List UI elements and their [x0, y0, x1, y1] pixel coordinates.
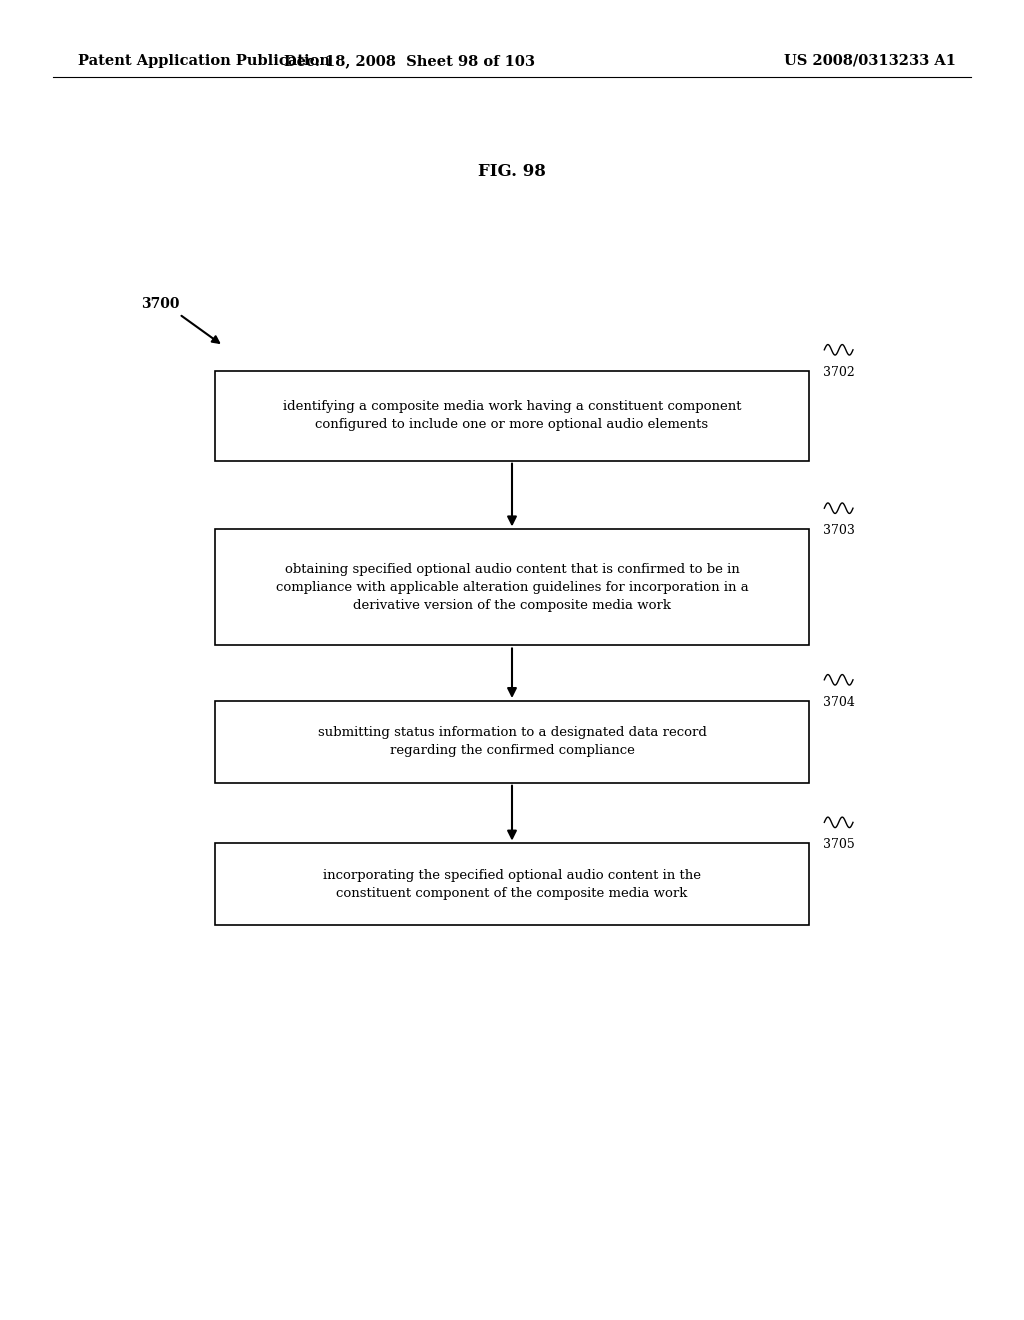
Text: 3700: 3700: [141, 297, 180, 310]
Text: incorporating the specified optional audio content in the
constituent component : incorporating the specified optional aud…: [323, 869, 701, 900]
Text: Dec. 18, 2008  Sheet 98 of 103: Dec. 18, 2008 Sheet 98 of 103: [284, 54, 536, 67]
FancyBboxPatch shape: [215, 701, 809, 783]
Text: identifying a composite media work having a constituent component
configured to : identifying a composite media work havin…: [283, 400, 741, 432]
Text: 3705: 3705: [822, 838, 855, 851]
Text: US 2008/0313233 A1: US 2008/0313233 A1: [784, 54, 956, 67]
Text: submitting status information to a designated data record
regarding the confirme: submitting status information to a desig…: [317, 726, 707, 758]
Text: 3702: 3702: [822, 366, 855, 379]
FancyBboxPatch shape: [215, 371, 809, 461]
FancyBboxPatch shape: [215, 529, 809, 645]
Text: 3704: 3704: [822, 696, 855, 709]
FancyBboxPatch shape: [215, 843, 809, 925]
Text: FIG. 98: FIG. 98: [478, 164, 546, 180]
Text: Patent Application Publication: Patent Application Publication: [78, 54, 330, 67]
Text: 3703: 3703: [822, 524, 855, 537]
Text: obtaining specified optional audio content that is confirmed to be in
compliance: obtaining specified optional audio conte…: [275, 562, 749, 612]
